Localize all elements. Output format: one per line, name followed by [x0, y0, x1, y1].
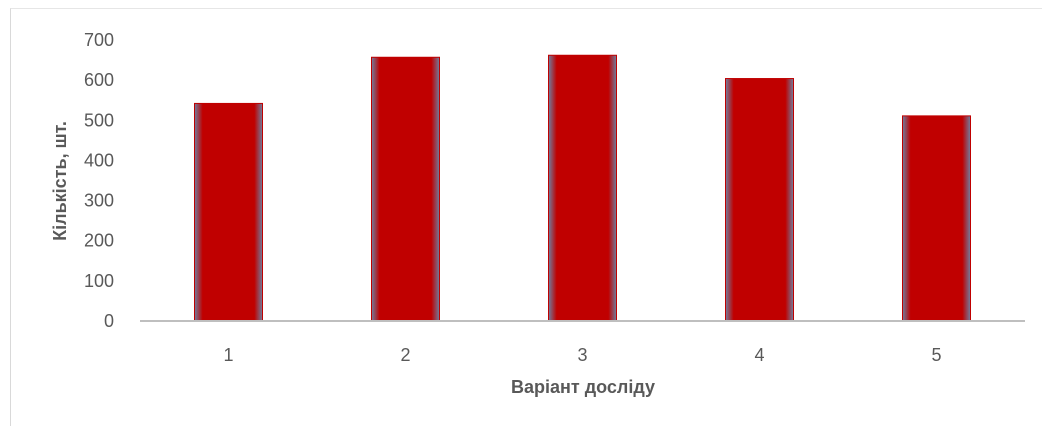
bar-2 — [371, 56, 440, 322]
x-axis-title: Варіант досліду — [511, 377, 655, 397]
chart-frame — [10, 8, 1042, 426]
y-tick-label: 600 — [84, 70, 114, 90]
y-axis-ticks: 0 100 200 300 400 500 600 700 — [84, 30, 114, 331]
y-tick-label: 200 — [84, 231, 114, 251]
y-axis-title: Кількість, шт. — [50, 121, 70, 241]
x-tick-label: 5 — [931, 345, 941, 365]
x-tick-label: 3 — [577, 345, 587, 365]
x-axis-ticks: 1 2 3 4 5 — [223, 345, 941, 365]
y-tick-label: 0 — [104, 311, 114, 331]
x-tick-label: 4 — [754, 345, 764, 365]
bar-1 — [194, 102, 263, 322]
x-tick-label: 2 — [400, 345, 410, 365]
y-tick-label: 400 — [84, 150, 114, 170]
x-tick-label: 1 — [223, 345, 233, 365]
bar-4 — [725, 78, 794, 322]
y-tick-label: 700 — [84, 30, 114, 50]
bar-5 — [902, 115, 971, 322]
y-tick-label: 300 — [84, 191, 114, 211]
bar-3 — [548, 54, 617, 322]
bar-series — [194, 54, 971, 322]
y-tick-label: 100 — [84, 271, 114, 291]
y-tick-label: 500 — [84, 110, 114, 130]
